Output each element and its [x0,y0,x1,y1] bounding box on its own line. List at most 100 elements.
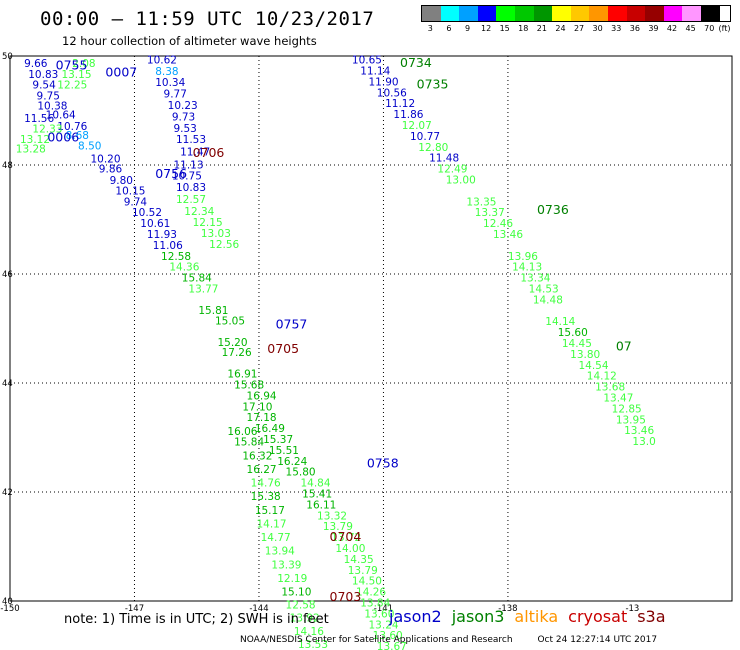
wave-height-label: 15.20 [217,337,247,349]
wave-height-label: 10.83 [176,182,206,194]
wave-height-label: 13.32 [317,510,347,522]
wave-height-label: 13.46 [624,425,654,437]
wave-height-label: 10.15 [115,185,145,197]
wave-height-label: 10.23 [168,100,198,112]
wave-height-label: 13.60 [373,630,403,642]
wave-height-label: 9.54 [32,80,56,92]
wave-height-label: 17.18 [247,412,277,424]
wave-height-label: 12.25 [57,80,87,92]
wave-height-label: 13.34 [520,273,550,285]
legend-tick-label: 9 [464,24,471,33]
lon-tick-label: -144 [249,604,268,614]
map-frame [9,55,733,602]
wave-height-label: 13.84 [360,597,390,609]
wave-height-label: 12.49 [437,164,467,176]
wave-height-label: 10.76 [57,121,87,133]
wave-height-label: 10.61 [140,218,170,230]
wave-height-label: 15.05 [215,316,245,328]
pass-time-label: 0703 [330,589,362,604]
wave-height-label: 9.73 [172,111,195,123]
wave-height-label: 13.95 [616,414,646,426]
wave-height-label: 14.17 [256,518,286,530]
wave-height-label: 13.24 [369,619,399,631]
wave-height-label: 14.00 [335,543,365,555]
wave-height-label: 15.80 [286,467,316,479]
wave-height-label: 16.27 [247,464,277,476]
wave-height-label: 14.36 [169,262,199,274]
wave-height-label: 11.53 [176,134,206,146]
wave-height-label: 16.06 [227,426,257,438]
pass-time-label: 0706 [193,145,225,160]
legend-unit: (ft) [718,24,731,33]
wave-height-label: 12.58 [286,600,316,612]
wave-height-label: 12.80 [418,142,448,154]
lon-tick-label: -141 [374,604,393,614]
wave-height-label: 14.48 [533,294,563,306]
lat-tick-label: 48 [2,161,13,171]
wave-height-label: 11.90 [369,76,399,88]
wave-height-label: 10.62 [147,55,177,67]
wave-height-label: 13.39 [271,559,301,571]
legend-swatch [459,6,478,21]
wave-height-label: 13.53 [298,639,328,650]
pass-time-label: 0756 [155,166,187,181]
wave-height-label: 8.50 [78,141,101,153]
legend-swatch [682,6,701,21]
legend-tick-label: 15 [499,24,510,33]
wave-height-label: 15.38 [251,491,281,503]
lat-tick-label: 40 [2,597,13,607]
wave-height-label: 11.86 [393,109,423,121]
wave-height-label: 10.56 [377,87,407,99]
wave-height-label: 9.75 [37,91,60,103]
wave-height-label: 13.0 [632,436,655,448]
wave-height-label: 13.94 [265,546,295,558]
wave-height-label: 8.68 [66,130,89,142]
legend-swatch [422,6,441,21]
wave-height-label: 9.86 [99,164,123,176]
wave-height-label: 12.85 [612,403,642,415]
wave-height-label: 13.67 [377,641,407,650]
wave-height-label: 10.77 [410,131,440,143]
wave-height-label: 15.10 [281,587,311,599]
wave-height-label: 10.65 [352,55,382,67]
legend-tick-label: 3 [427,24,433,33]
wave-height-label: 12.34 [184,206,214,218]
pass-time-label: 0705 [267,341,299,356]
legend-tick-label: 42 [666,24,678,33]
wave-height-label: 12.56 [209,239,239,251]
wave-height-label: 15.60 [558,327,588,339]
lon-tick-label: -150 [0,604,19,614]
pass-time-label: 0755 [56,58,88,73]
wave-height-label: 14.76 [251,478,281,490]
wave-height-label: 13.15 [61,69,91,81]
lat-tick-label: 46 [2,270,13,280]
wave-height-label: 14.13 [512,262,542,274]
satellite-jason2: jason2 [389,607,442,626]
wave-height-label: 12.58 [161,251,191,263]
wave-height-label: 14.26 [356,587,386,599]
pass-time-label: 0734 [400,55,432,70]
wave-height-label: 13.60 [364,608,394,620]
wave-height-label: 14.35 [344,554,374,566]
wave-height-label: 15.41 [302,488,332,500]
wave-height-label: 13.72 [331,532,361,544]
wave-height-label: 17.10 [242,401,272,413]
wave-height-label: 13.80 [570,349,600,361]
legend-swatch [626,6,646,21]
wave-height-label: 14.12 [587,371,617,383]
wave-height-label: 10.83 [28,69,58,81]
pass-time-label: 0758 [367,455,399,470]
legend-tick-label: 24 [555,24,566,33]
wave-height-label: 12.33 [32,123,62,135]
lon-tick-label: -138 [498,604,517,614]
wave-height-label: 13.79 [323,521,353,533]
timestamp: Oct 24 12:27:14 UTC 2017 [537,635,658,645]
legend-tick-label: 36 [629,24,640,33]
legend-swatch [496,6,515,21]
wave-height-label: 10.64 [46,110,76,122]
wave-height-label: 14.50 [352,576,382,588]
wave-height-label: 17.26 [222,347,252,359]
wave-height-label: 15.17 [255,505,285,517]
legend-swatch [552,6,571,21]
